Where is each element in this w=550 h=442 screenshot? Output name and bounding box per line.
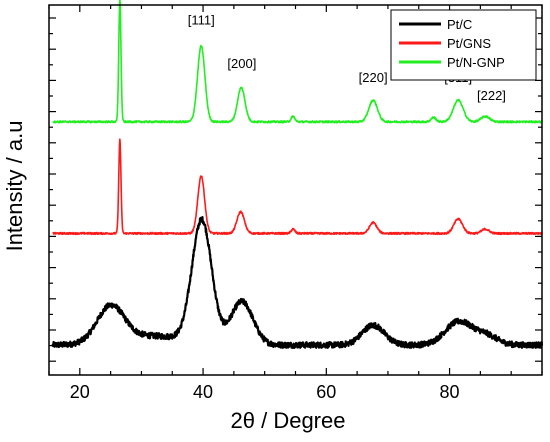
x-axis-title: 2θ / Degree [231,408,346,433]
peak-label: [222] [477,88,506,103]
series-line-2 [52,138,543,236]
x-tick-label: 40 [193,382,213,402]
legend: Pt/C Pt/GNS Pt/N-GNP [390,9,537,81]
series-layer [51,0,544,349]
series-line-1 [51,215,544,349]
legend-box [390,9,537,81]
legend-label: Pt/N-GNP [447,55,505,70]
peak-label: [111] [188,13,215,28]
x-tick-label: 60 [316,382,336,402]
legend-label: Pt/C [447,17,472,32]
legend-label: Pt/GNS [447,36,491,51]
peak-label: [220] [359,70,388,85]
series-line-3 [52,0,543,124]
x-tick-label: 80 [440,382,460,402]
x-tick-label: 20 [70,382,90,402]
peak-label: [200] [227,56,256,71]
y-axis-title: Intensity / a.u [2,121,27,252]
axes: 20 40 60 80 [48,4,543,402]
